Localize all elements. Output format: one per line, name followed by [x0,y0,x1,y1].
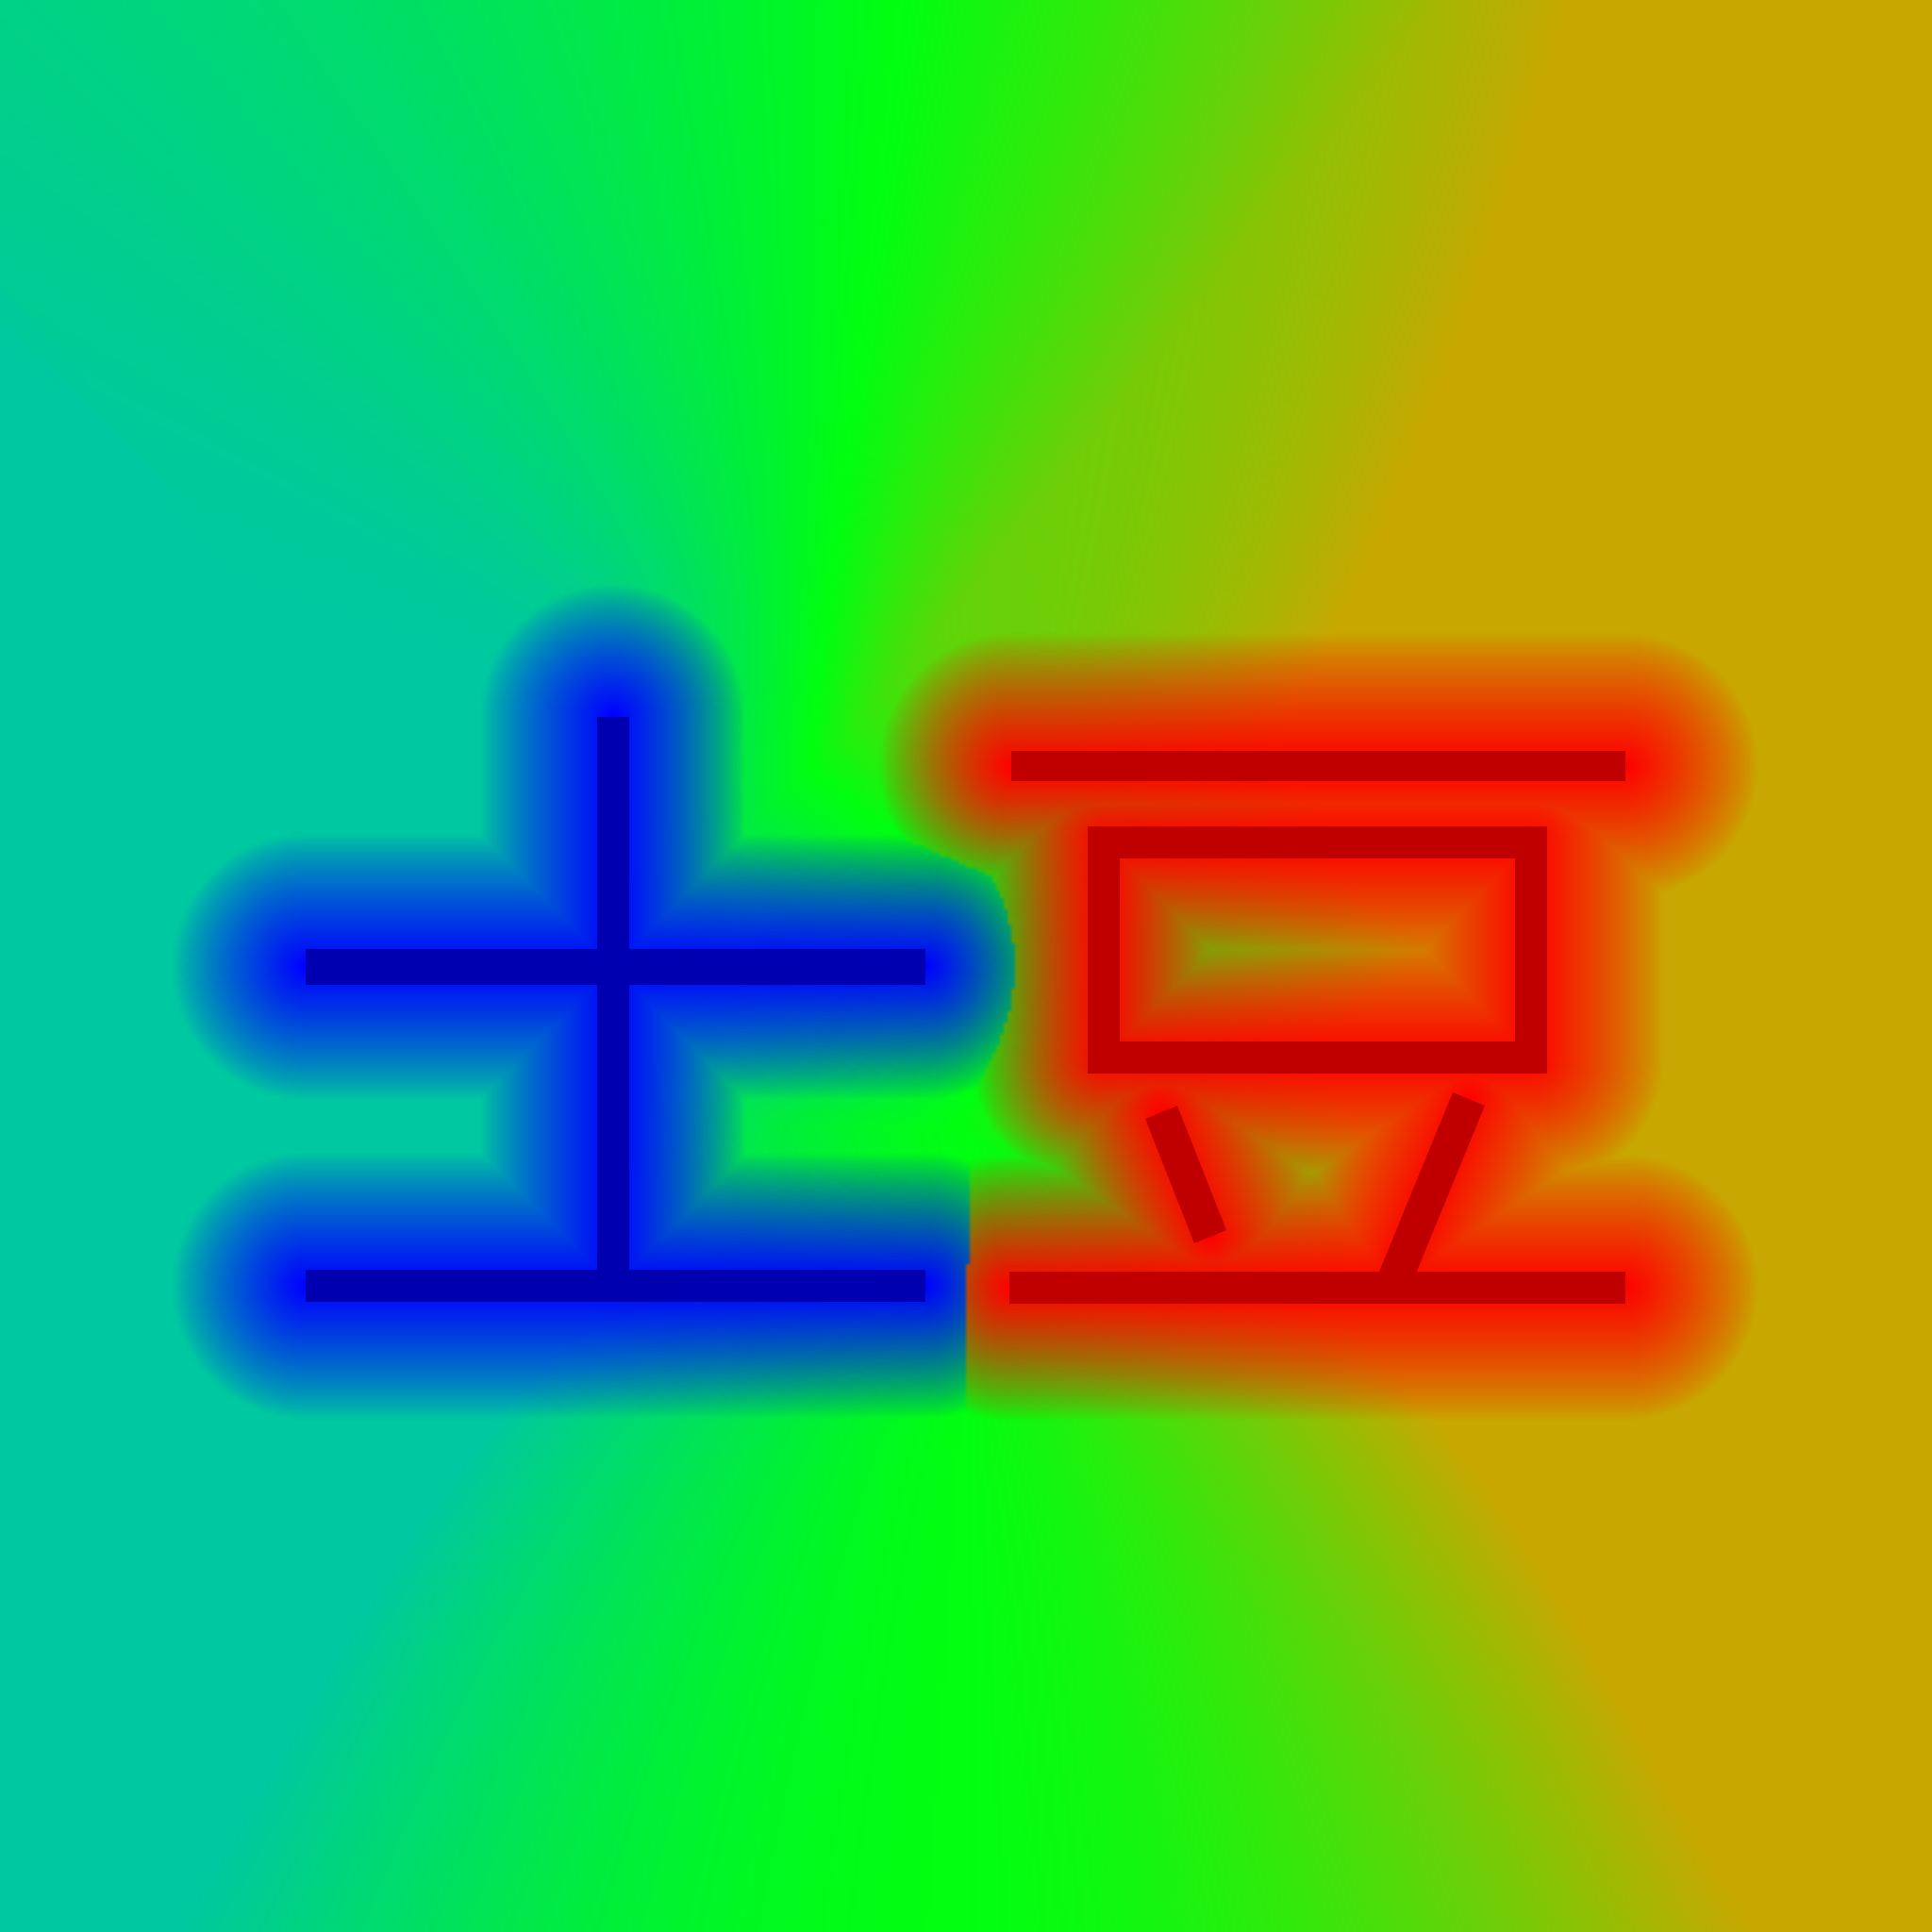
right-glyph-right-slash [1379,1092,1485,1285]
right-glyph-box-left [1088,826,1120,1074]
left-glyph-upper-bar [306,949,925,985]
right-glyph-box-right [1515,826,1547,1074]
left-glyph-vertical-stroke [597,717,629,1274]
right-glyph-left-dot [1145,1106,1226,1243]
right-glyph-top-bar [1011,751,1625,781]
right-glyph-bottom-bar [1009,1272,1625,1304]
right-glyph-box-top [1088,826,1547,858]
right-glyph [1009,751,1625,1304]
left-glyph [306,717,925,1302]
left-glyph-lower-bar [306,1270,925,1302]
right-glyph-box-bottom [1088,1041,1547,1074]
